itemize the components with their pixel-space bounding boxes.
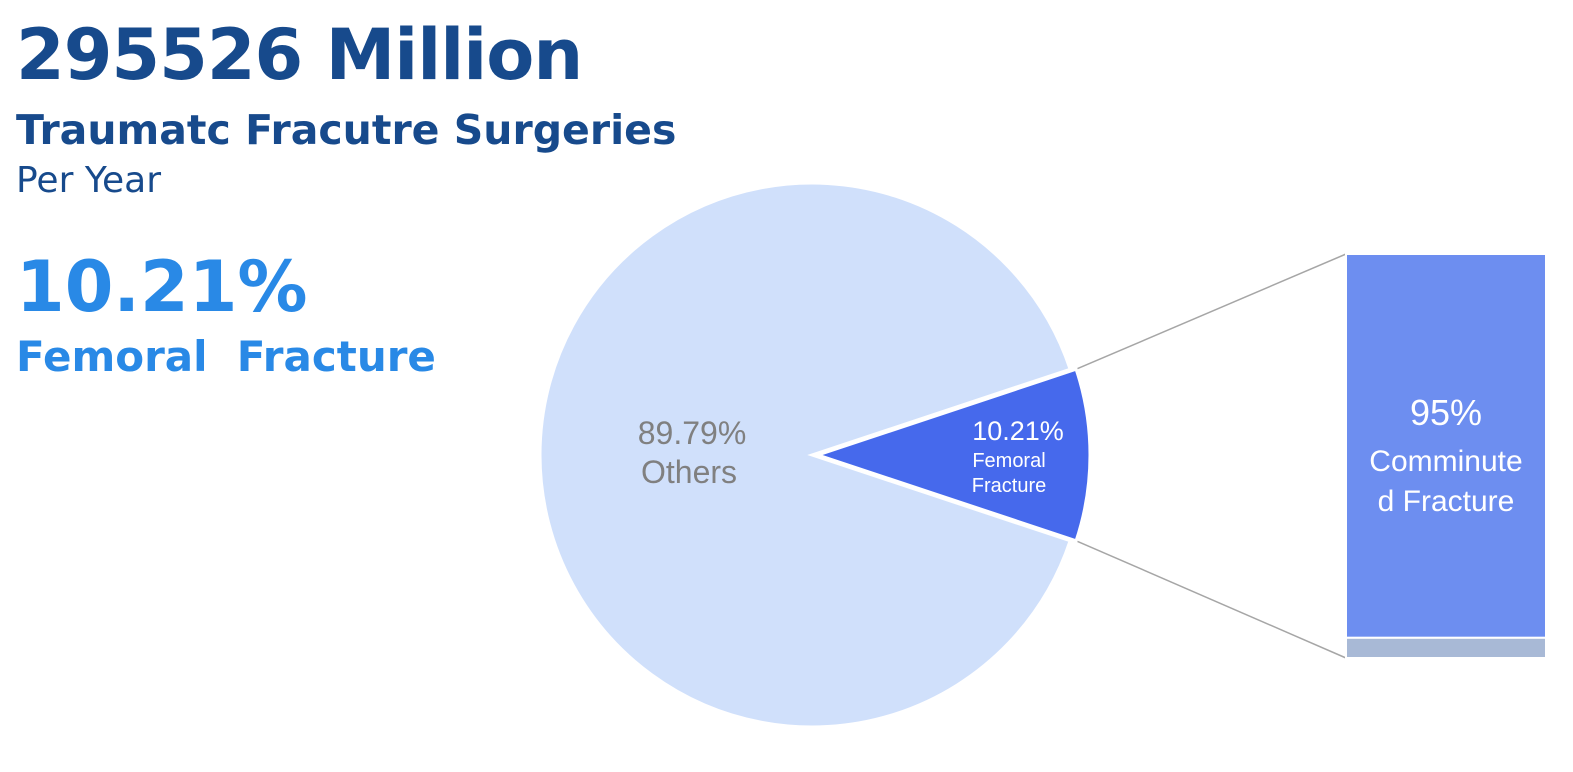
pie-slice-others [538, 181, 1073, 729]
femoral-name-label-line-0: Femoral [972, 450, 1045, 472]
connector-line-bottom [1075, 540, 1347, 659]
connector-line-top [1075, 253, 1347, 370]
pie-slice-femoral [813, 367, 1092, 543]
femoral-value-label: 10.21% [972, 416, 1064, 446]
femoral-label: Femoral Fracture [16, 332, 436, 381]
bar-segment-value-label: 95% [1409, 392, 1483, 433]
others-name-label: Others [641, 454, 737, 490]
total-surgeries-value: 295526 Million [16, 14, 583, 96]
chart-subtitle: Traumatc Fracutre Surgeries [16, 106, 677, 154]
bar-label-line-1: d Fracture [1377, 485, 1515, 518]
bar-segment-name-label: Comminute d Fracture [1346, 442, 1546, 522]
bar-segment-0 [1345, 253, 1547, 639]
bar-segment-1 [1345, 636, 1547, 659]
femoral-name-label-line-1: Fracture [972, 475, 1046, 497]
period-label: Per Year [16, 160, 162, 201]
bar-label-line-0: Comminute [1369, 445, 1523, 478]
others-value-label: 89.79% [638, 415, 747, 451]
femoral-percentage: 10.21% [16, 246, 308, 328]
